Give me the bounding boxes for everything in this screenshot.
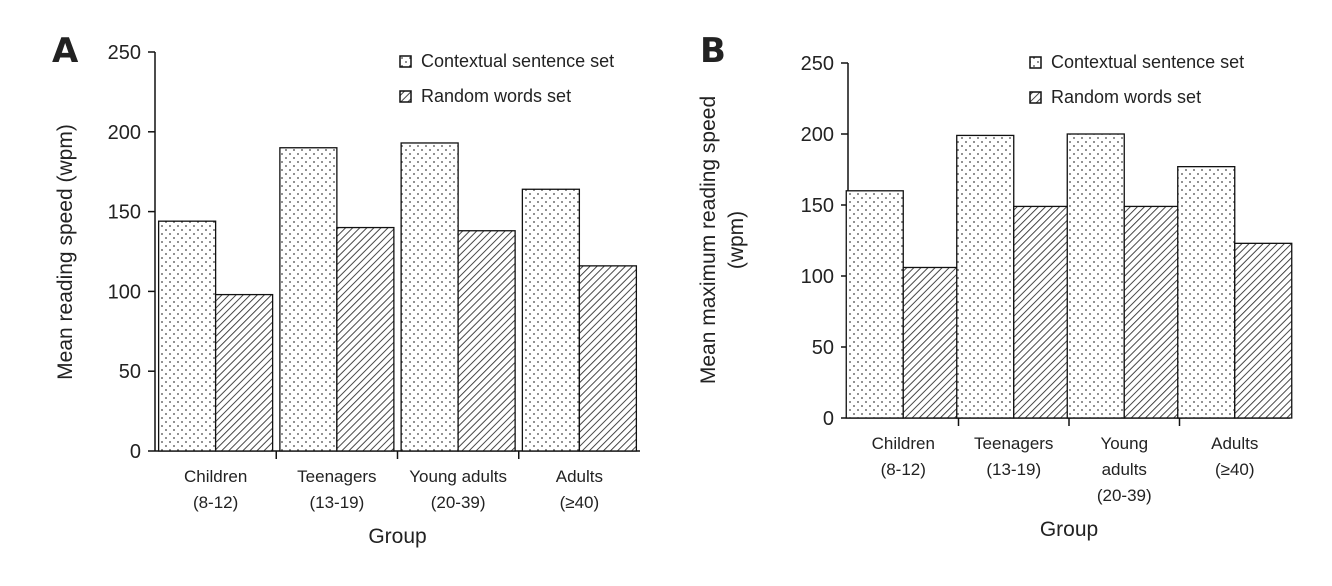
bar-random <box>1123 205 1182 419</box>
x-category-label: Children (8-12) <box>184 467 247 512</box>
legend-label: Random words set <box>421 86 571 106</box>
y-tick-label: 0 <box>130 441 141 463</box>
x-axis-title: Group <box>368 525 426 548</box>
chart-panel-b: B 0 50 100 150 200 250 Children (8-12) Teenagers(… <box>697 31 1293 541</box>
y-tick-label: 200 <box>108 122 141 144</box>
x-category-label: Adults (≥40) <box>556 467 603 512</box>
x-category-label: Children (8-12) <box>872 434 935 479</box>
bar-contextual <box>956 134 1015 419</box>
legend-swatch <box>399 90 412 103</box>
x-category-label: Teenagers (13-19) <box>297 467 376 512</box>
x-category-label: Adults (≥40) <box>1211 434 1258 479</box>
y-tick-label: 50 <box>812 337 834 359</box>
bar-random <box>1013 205 1072 419</box>
y-axis-title: Mean maximum reading speed <box>697 96 720 384</box>
x-category-label: Young adults (20-39) <box>409 467 507 512</box>
legend-swatch <box>1029 91 1042 104</box>
legend-swatch <box>1029 56 1042 69</box>
panel-letter: A <box>52 31 79 71</box>
y-tick-label: 150 <box>108 202 141 224</box>
bar-contextual <box>845 190 904 419</box>
panel-letter: B <box>700 31 726 71</box>
bar-random <box>214 293 274 452</box>
y-tick-label: 250 <box>108 42 141 64</box>
chart-panel-a: A 0 50 100 150 200 250 Children (8-12) Teenagers(… <box>52 31 640 548</box>
y-tick-label: 250 <box>801 53 834 75</box>
bar-contextual <box>1177 166 1236 419</box>
bar-contextual <box>279 147 338 452</box>
legend-label: Contextual sentence set <box>421 51 614 71</box>
legend-label: Contextual sentence set <box>1051 52 1244 72</box>
bar-contextual <box>521 188 581 452</box>
y-tick-label: 200 <box>801 124 834 146</box>
bar-random <box>578 265 638 452</box>
bar-random <box>336 226 395 452</box>
bar-random <box>457 230 516 452</box>
legend-swatch <box>399 55 412 68</box>
bar-contextual <box>400 142 459 452</box>
y-tick-label: 50 <box>119 361 141 383</box>
bar-contextual <box>1066 133 1125 419</box>
x-category-label: Young adults (20-39) <box>1097 434 1152 505</box>
y-axis-title: Mean reading speed (wpm) <box>54 124 77 380</box>
y-tick-label: 100 <box>108 281 141 303</box>
y-tick-label: 0 <box>823 408 834 430</box>
x-axis-title: Group <box>1040 518 1098 541</box>
y-tick-label: 100 <box>801 266 834 288</box>
legend-label: Random words set <box>1051 87 1201 107</box>
x-category-label: Teenagers (13-19) <box>974 434 1053 479</box>
y-axis-title: (wpm) <box>725 211 748 269</box>
bar-random <box>902 266 961 419</box>
bar-random <box>1234 242 1293 419</box>
y-tick-label: 150 <box>801 195 834 217</box>
bar-contextual <box>157 220 217 452</box>
